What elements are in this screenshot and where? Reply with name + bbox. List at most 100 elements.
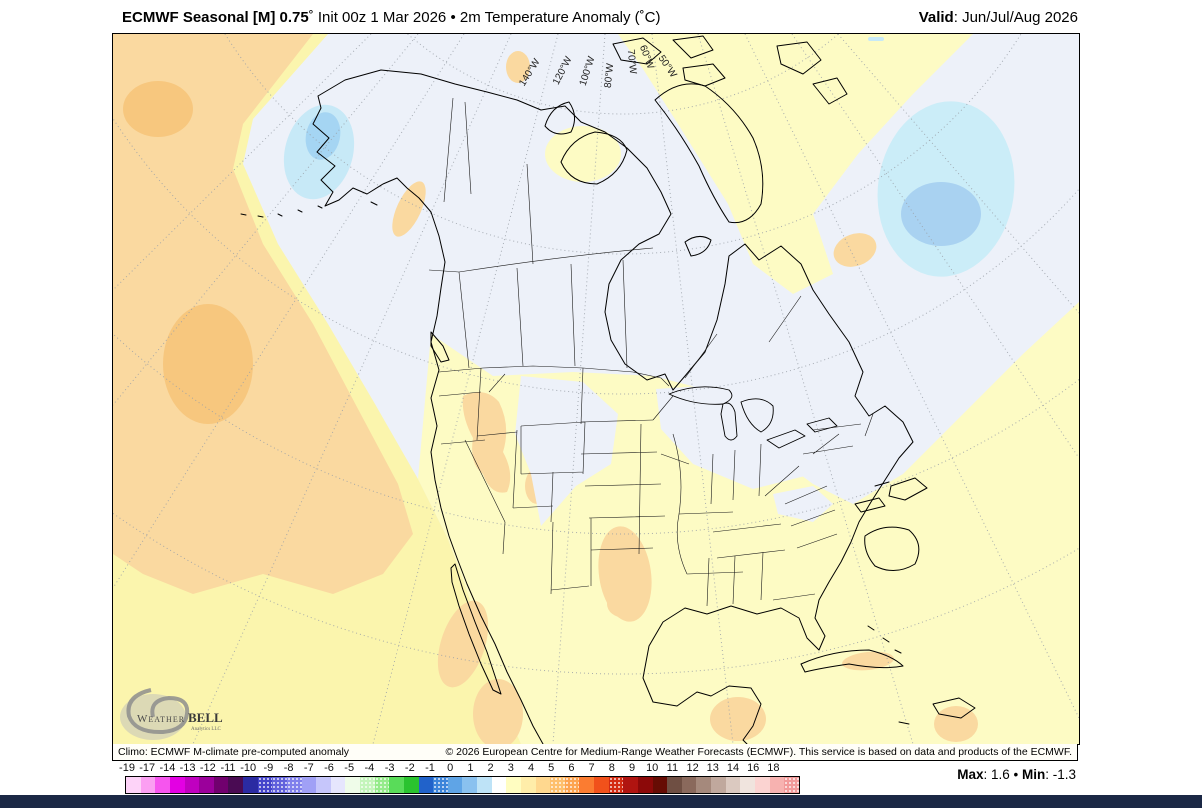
legend-tick-label: -9 bbox=[263, 762, 274, 774]
colorbar bbox=[125, 776, 800, 794]
weatherbell-logo: Weather BELL Analytics LLC bbox=[120, 688, 223, 740]
legend-cell bbox=[579, 777, 594, 793]
near-zero-great-lakes bbox=[656, 384, 831, 489]
orange-mexico-east bbox=[607, 590, 643, 618]
legend-cell bbox=[272, 777, 287, 793]
arctic-islands-north bbox=[612, 35, 848, 105]
legend-cell bbox=[623, 777, 638, 793]
legend-cell bbox=[257, 777, 273, 793]
legend-cell bbox=[667, 777, 682, 793]
logo-text-sub: Analytics LLC bbox=[191, 727, 222, 732]
legend-cell bbox=[184, 777, 200, 793]
legend-tick-label: 11 bbox=[666, 762, 679, 774]
legend-cell bbox=[725, 777, 741, 793]
pacific-orange-deep-spot-2 bbox=[163, 304, 253, 424]
legend-cell bbox=[740, 777, 755, 793]
orange-hispaniola bbox=[934, 706, 978, 742]
southampton-island bbox=[684, 236, 712, 257]
legend-cell bbox=[477, 777, 492, 793]
legend-tick-label: -6 bbox=[324, 762, 334, 774]
legend-tick-label: -5 bbox=[344, 762, 355, 774]
min-label: Min bbox=[1021, 767, 1046, 782]
legend-tick-label: -17 bbox=[139, 762, 156, 774]
map-canvas: 140°W 120°W 100°W 80°W 70°W 60°W 50°W We… bbox=[112, 33, 1080, 745]
legend-tick-label: 5 bbox=[548, 762, 555, 774]
legend-tick-label: 8 bbox=[608, 762, 615, 774]
legend-tick-label: -14 bbox=[159, 762, 176, 774]
legend-tick-label: -3 bbox=[384, 762, 395, 774]
header: ECMWF Seasonal [M] 0.75˚ Init 00z 1 Mar … bbox=[112, 4, 1078, 30]
legend-tick-label: -12 bbox=[199, 762, 216, 774]
great-lakes bbox=[668, 386, 838, 449]
valid-label: Valid bbox=[918, 8, 954, 26]
legend-cell bbox=[711, 777, 726, 793]
banks-island bbox=[544, 101, 575, 135]
legend-cell bbox=[403, 777, 419, 793]
legend-cell bbox=[784, 777, 799, 793]
orange-cuba bbox=[842, 651, 894, 671]
legend-cell bbox=[169, 777, 185, 793]
graticule bbox=[113, 34, 1079, 744]
legend-tick-label: 1 bbox=[467, 762, 474, 774]
legend-tick-label: 2 bbox=[487, 762, 494, 774]
legend-cell bbox=[316, 777, 331, 793]
logo-swirl-icon bbox=[126, 688, 190, 735]
state-borders bbox=[428, 97, 874, 607]
legend-cell bbox=[155, 777, 170, 793]
legend-tick-label: 3 bbox=[507, 762, 514, 774]
model-title: ECMWF Seasonal [M] 0.75 bbox=[122, 8, 309, 26]
pacific-orange-region bbox=[113, 34, 413, 594]
legend-cell bbox=[126, 777, 141, 793]
legend-cell bbox=[681, 777, 697, 793]
long-island bbox=[874, 481, 890, 487]
temperature-anomaly-field bbox=[113, 34, 1079, 744]
orange-labrador bbox=[833, 233, 877, 267]
cool-region-atlantic-core bbox=[901, 182, 981, 246]
legend-tick-label: -8 bbox=[283, 762, 294, 774]
warm-region-arctic bbox=[618, 34, 973, 294]
orange-mexico-west-2 bbox=[473, 679, 523, 744]
legend-cell bbox=[535, 777, 551, 793]
orange-ak-panhandle bbox=[392, 181, 426, 237]
legend-cell bbox=[769, 777, 785, 793]
lon-label-80w: 80°W bbox=[603, 62, 617, 88]
legend-tick-label: 16 bbox=[747, 762, 760, 774]
orange-intermountain-west bbox=[462, 392, 511, 493]
near-zero-northern-plains bbox=[515, 376, 618, 526]
legend-cell bbox=[213, 777, 229, 793]
legend-tick-label: -19 bbox=[119, 762, 135, 774]
legend-tick-label: 4 bbox=[527, 762, 535, 774]
mainland-coastline bbox=[312, 69, 914, 744]
legend-tick-label: 18 bbox=[767, 762, 780, 774]
legend-cell bbox=[418, 777, 434, 793]
legend-cell bbox=[243, 777, 258, 793]
legend-cell bbox=[608, 777, 624, 793]
legend-cell bbox=[754, 777, 770, 793]
legend-tick-label: 10 bbox=[646, 762, 659, 774]
legend-cell bbox=[520, 777, 536, 793]
climo-note: Climo: ECMWF M-climate pre-computed anom… bbox=[118, 746, 350, 758]
legend-cell bbox=[637, 777, 653, 793]
bahamas bbox=[867, 625, 902, 654]
legend-cell bbox=[286, 777, 302, 793]
legend-cell bbox=[140, 777, 156, 793]
logo-text-bell: BELL bbox=[188, 710, 223, 725]
page-title: ECMWF Seasonal [M] 0.75˚ Init 00z 1 Mar … bbox=[112, 9, 661, 26]
baja-california bbox=[450, 563, 502, 695]
attribution-bar: Climo: ECMWF M-climate pre-computed anom… bbox=[112, 744, 1078, 761]
coastlines bbox=[240, 35, 976, 744]
cool-sliver-top bbox=[868, 37, 884, 41]
legend-cell bbox=[652, 777, 668, 793]
legend-tick-label: 7 bbox=[588, 762, 595, 774]
legend-tick-label: -11 bbox=[220, 762, 236, 774]
aleutian-islands bbox=[240, 201, 378, 218]
legend-cell bbox=[374, 777, 390, 793]
orange-yucatan bbox=[710, 697, 766, 741]
valid-time: Valid: Jun/Jul/Aug 2026 bbox=[919, 9, 1078, 26]
legend-cell bbox=[433, 777, 448, 793]
cool-region-bering-core bbox=[305, 112, 341, 160]
legend-cell bbox=[491, 777, 507, 793]
legend-cell bbox=[550, 777, 565, 793]
max-value: : 1.6 bbox=[983, 767, 1010, 782]
